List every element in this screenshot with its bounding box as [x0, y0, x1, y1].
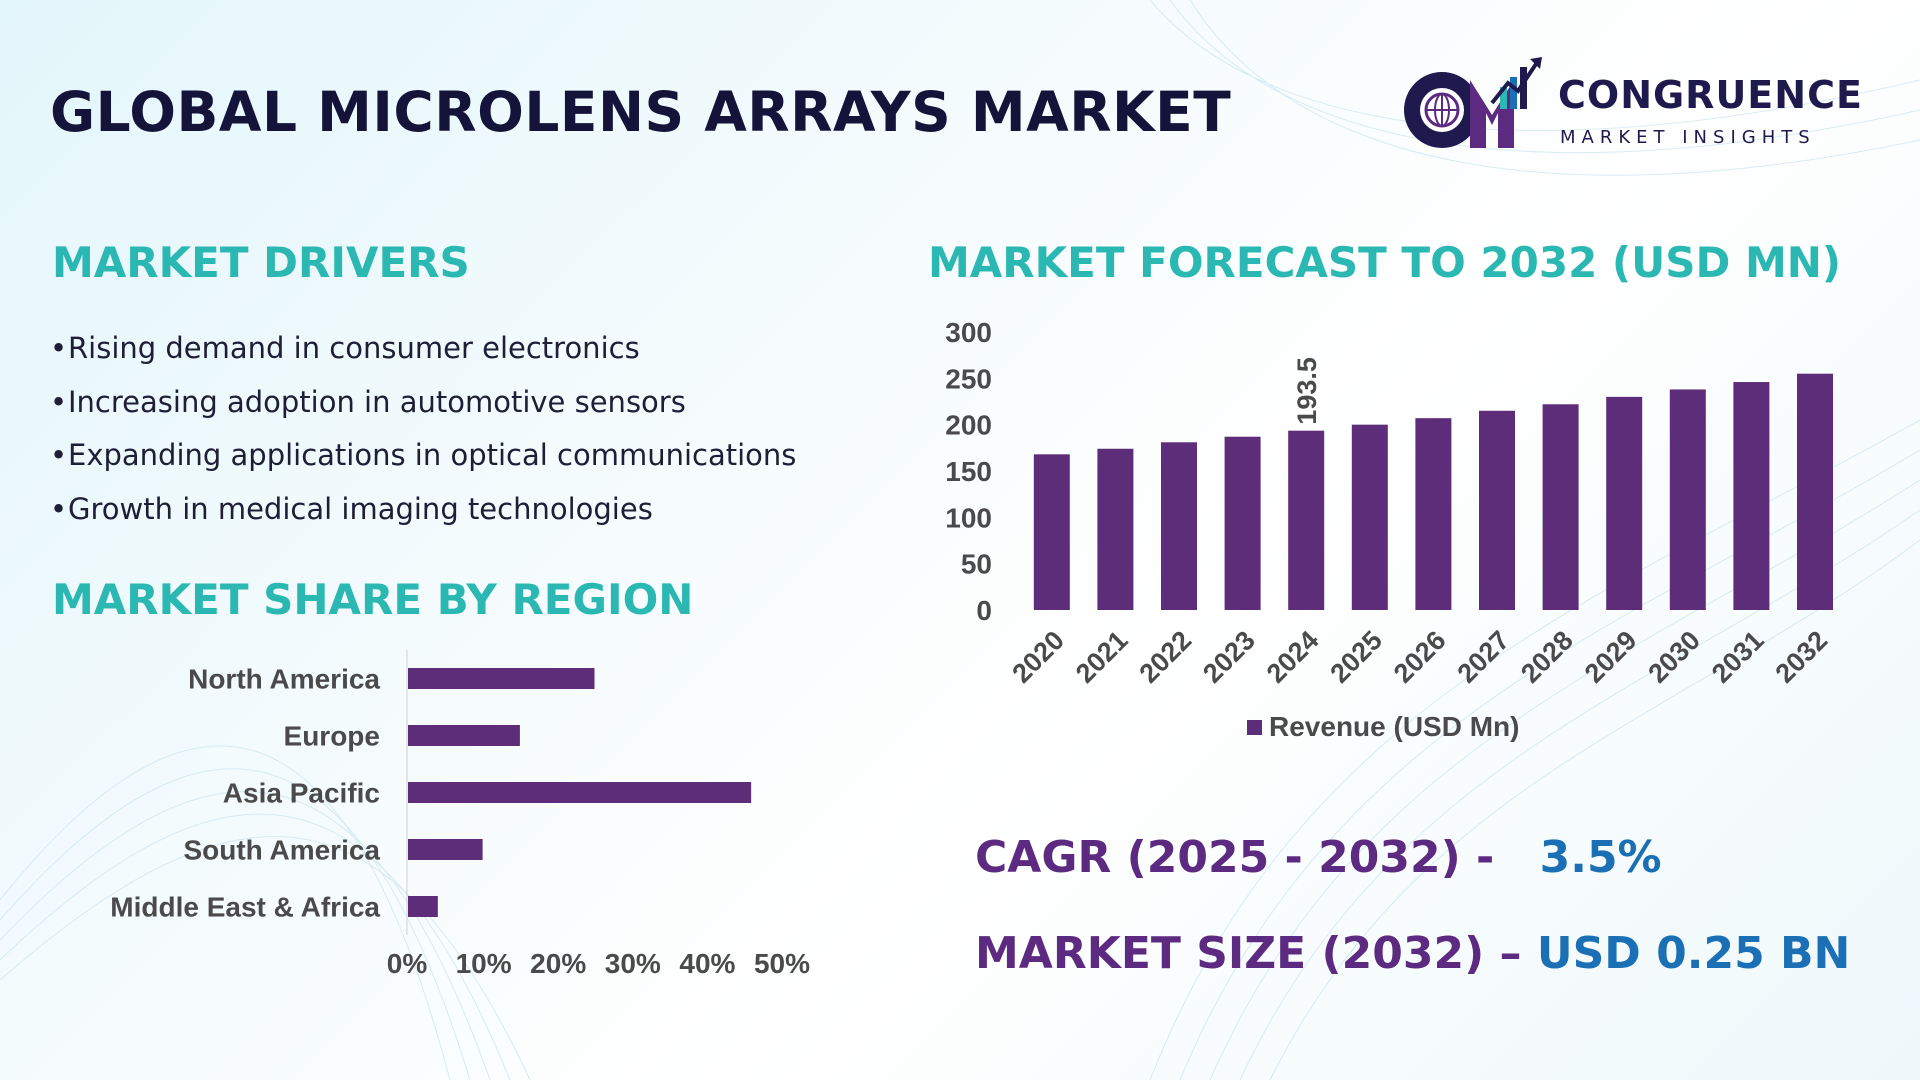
logo-mark-icon: [1404, 57, 1542, 148]
bar: [408, 896, 438, 917]
x-tick-label: 2020: [1006, 625, 1070, 689]
category-label: South America: [183, 835, 380, 866]
tick-label: 50%: [754, 948, 810, 979]
bullet-icon: •: [50, 384, 68, 419]
bar: [408, 782, 752, 803]
y-tick-label: 100: [945, 502, 992, 533]
y-tick-label: 0: [976, 595, 992, 626]
list-item: •Growth in medical imaging technologies: [50, 483, 796, 537]
market-drivers-title: MARKET DRIVERS: [52, 238, 470, 287]
bar: [1033, 454, 1070, 610]
list-item: •Increasing adoption in automotive senso…: [50, 376, 796, 430]
bullet-icon: •: [50, 491, 68, 526]
driver-text: Increasing adoption in automotive sensor…: [68, 384, 686, 419]
x-tick-label: 2023: [1197, 625, 1261, 689]
bar: [1161, 442, 1197, 610]
tick-label: 0%: [387, 948, 428, 979]
region-share-chart: North America Europe Asia Pacific South Ame…: [110, 650, 810, 979]
y-tick-label: 150: [945, 456, 992, 487]
cagr-value: 3.5%: [1539, 832, 1662, 883]
x-tick-label: 2027: [1452, 625, 1516, 689]
driver-text: Rising demand in consumer electronics: [68, 331, 640, 365]
bar: [1669, 389, 1706, 610]
market-size-stat: MARKET SIZE (2032) – USD 0.25 BN: [975, 928, 1850, 979]
bar: [408, 839, 483, 860]
bar: [1733, 382, 1770, 610]
logo-name: CONGRUENCE: [1558, 73, 1863, 117]
bar: [1097, 448, 1134, 610]
cagr-label: CAGR (2025 - 2032) -: [975, 832, 1495, 883]
logo-tagline: MARKET INSIGHTS: [1560, 127, 1816, 148]
list-item: •Rising demand in consumer electronics: [50, 322, 796, 376]
cagr-stat: CAGR (2025 - 2032) - 3.5%: [975, 832, 1662, 883]
category-label: Asia Pacific: [223, 778, 380, 809]
tick-label: 40%: [679, 948, 735, 979]
bar: [1797, 373, 1833, 610]
forecast-title: MARKET FORECAST TO 2032 (USD MN): [928, 238, 1842, 287]
x-tick-label: 2032: [1770, 625, 1834, 689]
y-tick-label: 50: [961, 549, 992, 580]
x-tick-label: 2025: [1324, 625, 1388, 689]
x-tick-label: 2026: [1388, 625, 1452, 689]
category-label: North America: [188, 664, 380, 695]
x-tick-label: 2030: [1642, 625, 1706, 689]
x-tick-label: 2022: [1134, 625, 1198, 689]
legend-swatch: [1247, 720, 1262, 735]
bar: [408, 668, 595, 689]
category-label: Middle East & Africa: [110, 892, 380, 923]
bar: [1351, 424, 1388, 610]
bar: [1542, 404, 1579, 610]
tick-label: 30%: [605, 948, 661, 979]
company-logo: CONGRUENCE MARKET INSIGHTS: [1400, 55, 1880, 155]
bar: [1288, 430, 1325, 610]
category-label: Europe: [284, 721, 380, 752]
market-size-value: USD 0.25 BN: [1536, 928, 1851, 979]
y-tick-label: 300: [945, 317, 992, 348]
page-title: GLOBAL MICROLENS ARRAYS MARKET: [50, 80, 1232, 144]
tick-label: 20%: [530, 948, 586, 979]
market-drivers-list: •Rising demand in consumer electronics •…: [50, 322, 796, 536]
x-tick-label: 2031: [1706, 625, 1770, 689]
market-size-label: MARKET SIZE (2032) –: [975, 928, 1522, 979]
region-share-title: MARKET SHARE BY REGION: [52, 575, 694, 624]
y-tick-label: 200: [945, 410, 992, 441]
list-item: •Expanding applications in optical commu…: [50, 429, 796, 483]
x-tick-label: 2028: [1515, 625, 1579, 689]
bar: [1415, 418, 1452, 610]
y-tick-label: 250: [945, 363, 992, 394]
bar: [1224, 436, 1261, 610]
driver-text: Growth in medical imaging technologies: [68, 491, 653, 526]
x-tick-label: 2029: [1579, 625, 1643, 689]
bar: [408, 725, 520, 746]
bullet-icon: •: [50, 331, 68, 365]
legend-label: Revenue (USD Mn): [1269, 711, 1519, 742]
x-tick-label: 2024: [1261, 625, 1325, 689]
bullet-icon: •: [50, 438, 68, 472]
tick-label: 10%: [456, 948, 512, 979]
driver-text: Expanding applications in optical commun…: [68, 438, 797, 472]
bar: [1606, 396, 1643, 610]
x-tick-label: 2021: [1070, 625, 1134, 689]
bar: [1479, 410, 1515, 610]
data-label: 193.5: [1292, 357, 1322, 425]
